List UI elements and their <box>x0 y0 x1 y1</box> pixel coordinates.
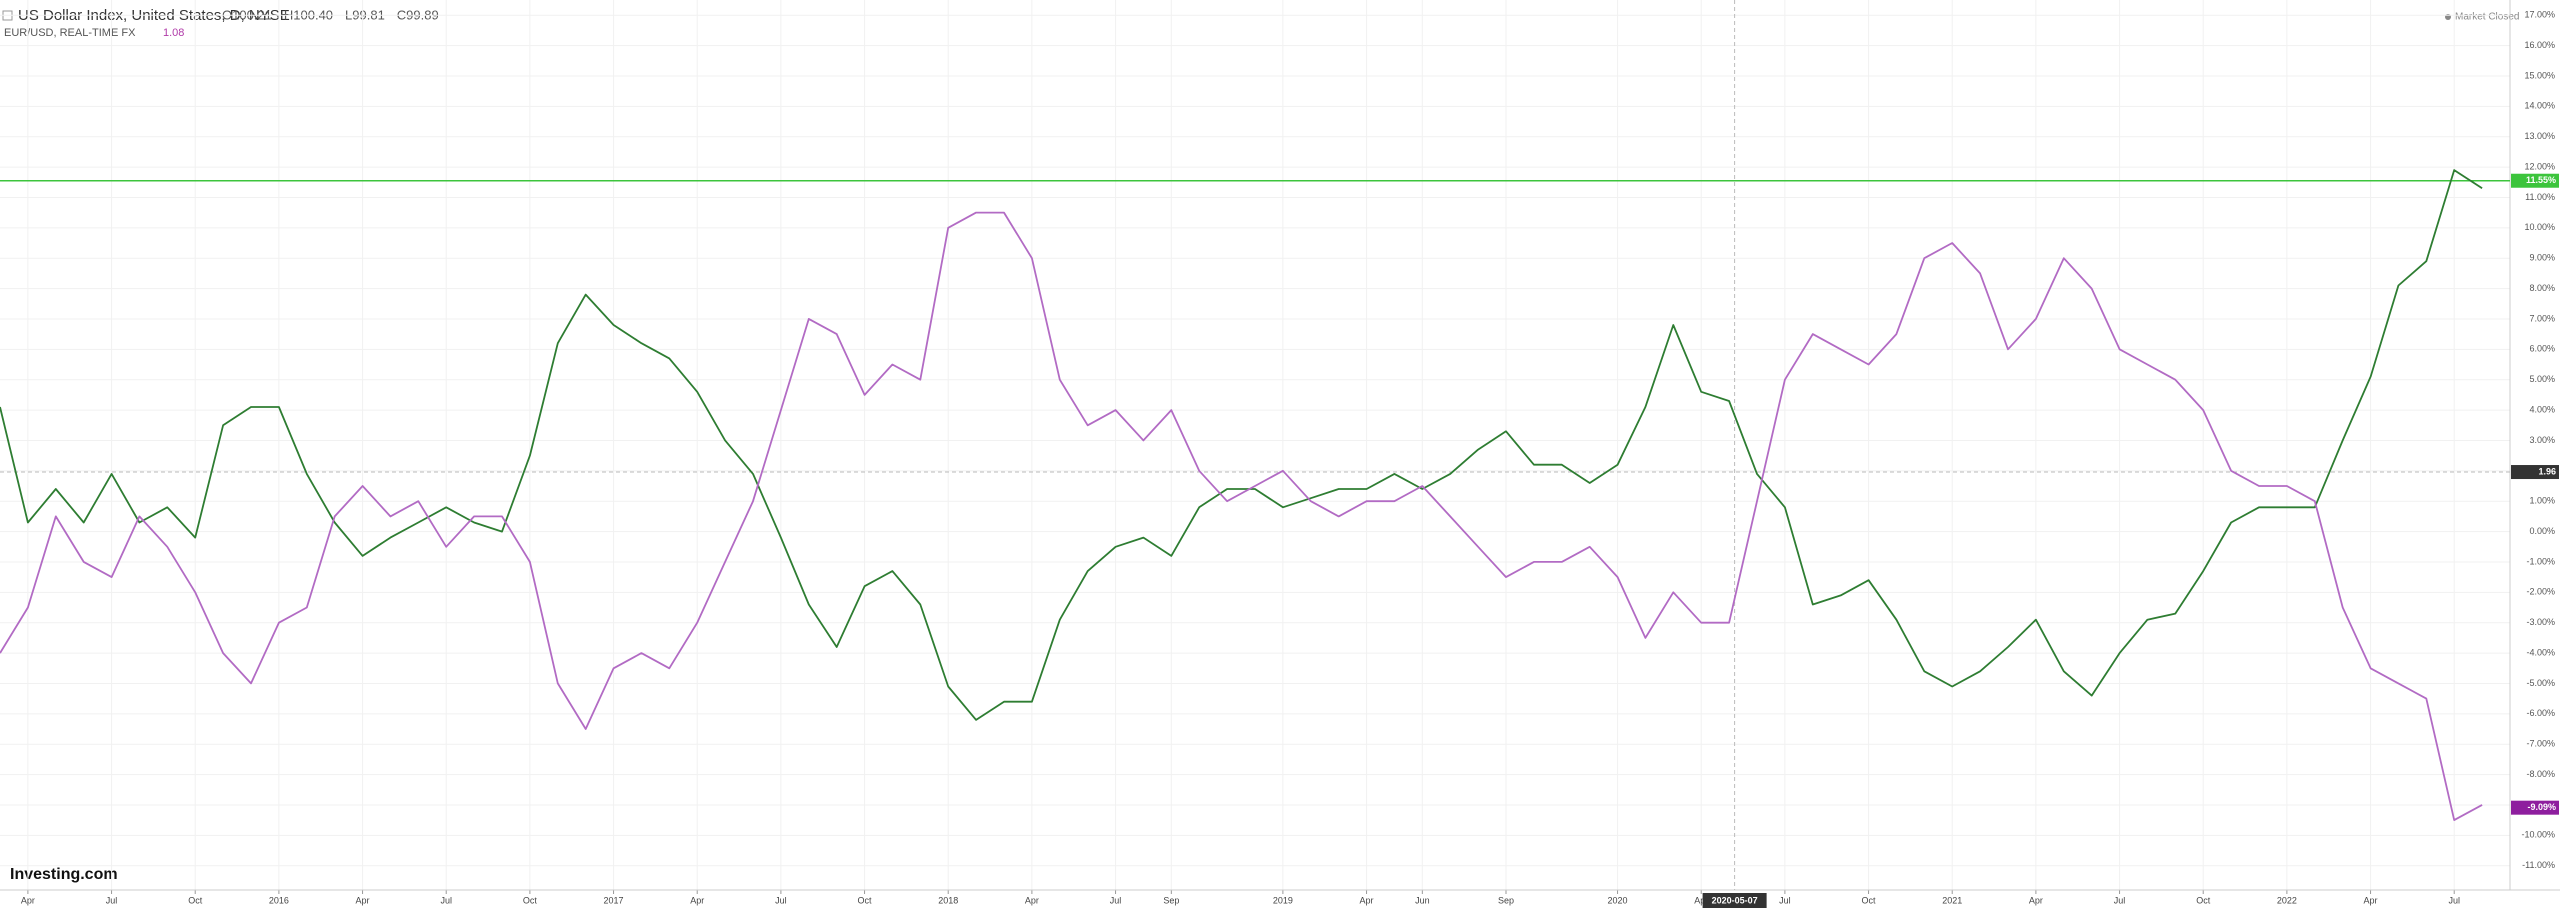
x-tick-label: Apr <box>356 895 370 905</box>
x-tick-label: 2019 <box>1273 895 1293 905</box>
compare-label: -9.09% <box>2527 802 2556 812</box>
x-tick-label: Apr <box>1694 895 1708 905</box>
y-tick-label: 9.00% <box>2529 253 2555 263</box>
y-tick-label: -8.00% <box>2526 769 2555 779</box>
y-tick-label: -6.00% <box>2526 708 2555 718</box>
x-tick-label: Apr <box>21 895 35 905</box>
x-tick-label: Jul <box>1110 895 1122 905</box>
y-tick-label: -10.00% <box>2521 830 2555 840</box>
x-tick-label: Oct <box>523 895 538 905</box>
price-label: 11.55% <box>2526 175 2556 185</box>
y-tick-label: 3.00% <box>2529 435 2555 445</box>
x-tick-label: 2017 <box>604 895 624 905</box>
x-tick-label: Apr <box>2364 895 2378 905</box>
x-tick-label: 2020 <box>1608 895 1628 905</box>
y-tick-label: 16.00% <box>2524 40 2555 50</box>
crosshair-x-box <box>1702 893 1767 908</box>
x-tick-label: Sep <box>1498 895 1514 905</box>
x-tick-label: Jul <box>2114 895 2126 905</box>
x-tick-label: Oct <box>188 895 203 905</box>
compare-value: 1.08 <box>163 27 184 39</box>
y-tick-label: 4.00% <box>2529 404 2555 414</box>
y-tick-label: 17.00% <box>2524 10 2555 20</box>
crosshair-y-box <box>2511 465 2559 480</box>
compare-label: EUR/USD, REAL-TIME FX <box>4 27 136 39</box>
y-tick-label: -3.00% <box>2526 617 2555 627</box>
x-tick-label: Jul <box>1779 895 1791 905</box>
y-tick-label: -2.00% <box>2526 587 2555 597</box>
x-tick-label: Apr <box>2029 895 2043 905</box>
y-tick-label: 15.00% <box>2524 70 2555 80</box>
y-tick-label: 5.00% <box>2529 374 2555 384</box>
y-tick-label: 0.00% <box>2529 526 2555 536</box>
x-tick-label: Jun <box>1415 895 1430 905</box>
x-tick-label: Oct <box>1862 895 1877 905</box>
y-tick-label: 14.00% <box>2524 101 2555 111</box>
logo[interactable]: Investing.com <box>10 866 118 883</box>
series-line <box>0 169 2483 721</box>
x-tick-label: Sep <box>1163 895 1179 905</box>
crosshair-y-label: 1.96 <box>2538 466 2556 476</box>
x-tick-label: 2021 <box>1942 895 1962 905</box>
market-status: Market Closed <box>2455 12 2519 23</box>
y-tick-label: 1.00% <box>2529 496 2555 506</box>
x-tick-label: Apr <box>1025 895 1039 905</box>
y-tick-label: 11.00% <box>2525 192 2555 202</box>
x-tick-label: Apr <box>1360 895 1374 905</box>
x-tick-label: 2022 <box>2277 895 2297 905</box>
y-tick-label: 6.00% <box>2529 344 2555 354</box>
y-tick-label: 7.00% <box>2529 313 2555 323</box>
y-tick-label: -5.00% <box>2526 678 2555 688</box>
series-line <box>0 211 2483 821</box>
y-tick-label: -1.00% <box>2526 556 2555 566</box>
x-tick-label: Jul <box>2448 895 2460 905</box>
y-tick-label: 8.00% <box>2529 283 2555 293</box>
x-tick-label: Jul <box>775 895 787 905</box>
y-tick-label: -7.00% <box>2526 739 2555 749</box>
compare-box <box>2511 800 2559 815</box>
y-tick-label: 10.00% <box>2524 222 2555 232</box>
x-tick-label: 2016 <box>269 895 289 905</box>
x-tick-label: Oct <box>858 895 873 905</box>
price-box <box>2511 173 2559 188</box>
x-tick-label: Apr <box>690 895 704 905</box>
x-tick-label: Oct <box>2196 895 2211 905</box>
y-tick-label: -11.00% <box>2522 860 2555 870</box>
x-tick-label: Jul <box>440 895 452 905</box>
y-tick-label: 12.00% <box>2524 161 2555 171</box>
x-tick-label: Jul <box>106 895 118 905</box>
y-tick-label: 13.00% <box>2524 131 2555 141</box>
y-tick-label: -4.00% <box>2526 647 2555 657</box>
x-tick-label: 2018 <box>938 895 958 905</box>
crosshair-x-label: 2020-05-07 <box>1712 895 1758 905</box>
